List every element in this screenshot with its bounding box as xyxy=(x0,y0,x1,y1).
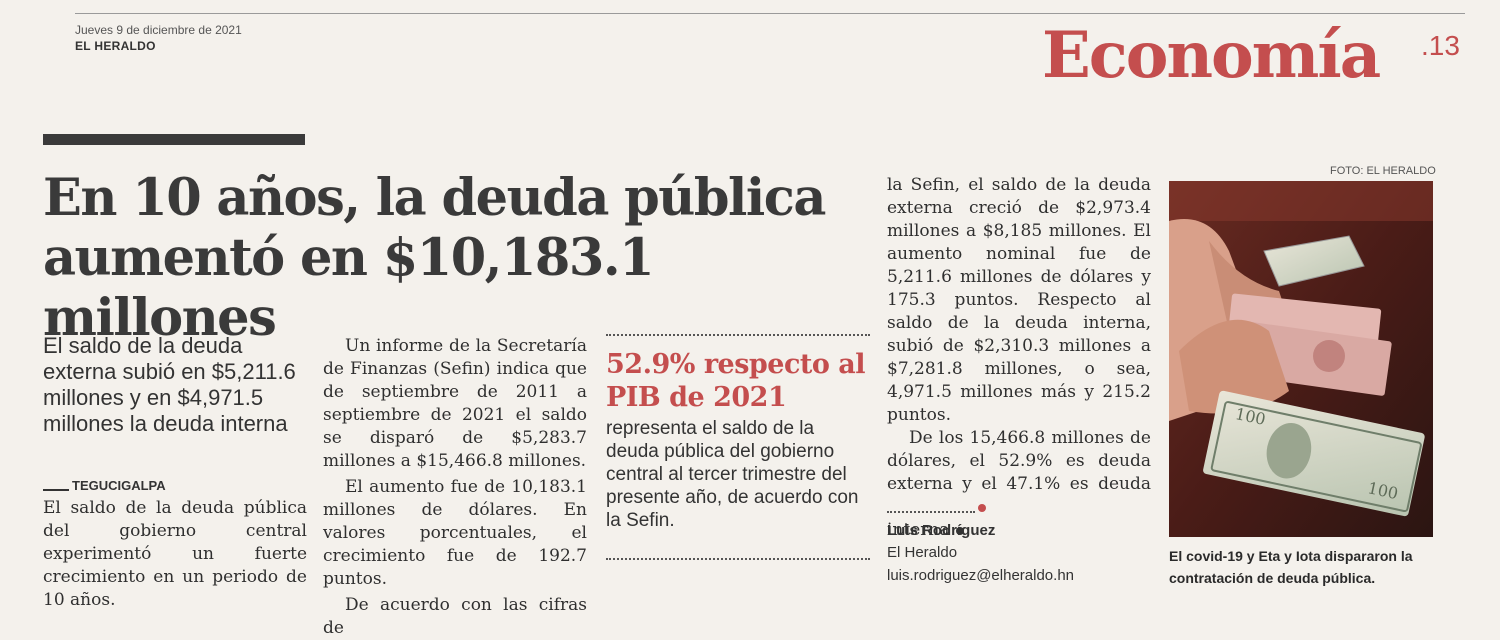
paragraph: El aumento fue de 10,183.1 millones de d… xyxy=(323,477,587,589)
end-mark-icon xyxy=(955,496,986,535)
dateline-rule xyxy=(43,489,69,491)
column-2: Un informe de la Secretaría de Finanzas … xyxy=(323,335,587,640)
paragraph: De los 15,466.8 millones de dólares, el … xyxy=(887,427,1151,542)
paragraph: la Sefin, el saldo de la deuda externa c… xyxy=(887,175,1151,425)
callout-title: 52.9% respecto al PIB de 2021 xyxy=(606,349,866,413)
byline-author: Luis Rodríguez xyxy=(887,522,996,539)
paragraph-text: De los 15,466.8 millones de dólares, el … xyxy=(887,428,1151,540)
photo-credit: FOTO: EL HERALDO xyxy=(1330,165,1436,177)
paragraph: El saldo de la deuda pública del gobiern… xyxy=(43,498,307,610)
issue-date: Jueves 9 de diciembre de 2021 xyxy=(75,23,242,37)
column-1: El saldo de la deuda pública del gobiern… xyxy=(43,497,307,612)
byline-rule xyxy=(887,511,975,513)
byline-outlet: El Heraldo xyxy=(887,544,958,561)
byline-email: luis.rodriguez@elheraldo.hn xyxy=(887,567,1075,584)
page-number: .13 xyxy=(1421,30,1460,61)
callout-body: representa el saldo de la deuda pública … xyxy=(606,418,859,531)
photo-money-hands: 100 100 xyxy=(1169,181,1433,537)
headline: En 10 años, la deuda pública aumentó en … xyxy=(43,168,826,348)
photo-caption: El covid-19 y Eta y Iota dispararon la c… xyxy=(1169,548,1413,586)
paragraph: Un informe de la Secretaría de Finanzas … xyxy=(323,336,587,471)
kicker-bar xyxy=(43,134,305,145)
paragraph: De acuerdo con las cifras de xyxy=(323,595,587,638)
section-title: Economía xyxy=(1042,18,1381,93)
top-rule xyxy=(75,13,1465,14)
paper-name: EL HERALDO xyxy=(75,39,156,53)
photo-illustration: 100 100 xyxy=(1169,181,1433,537)
callout-bottom-rule xyxy=(606,558,870,560)
deck: El saldo de la deuda externa subió en $5… xyxy=(43,333,296,436)
callout-top-rule xyxy=(606,334,870,336)
column-3: la Sefin, el saldo de la deuda externa c… xyxy=(887,174,1151,542)
dateline: TEGUCIGALPA xyxy=(72,478,166,493)
